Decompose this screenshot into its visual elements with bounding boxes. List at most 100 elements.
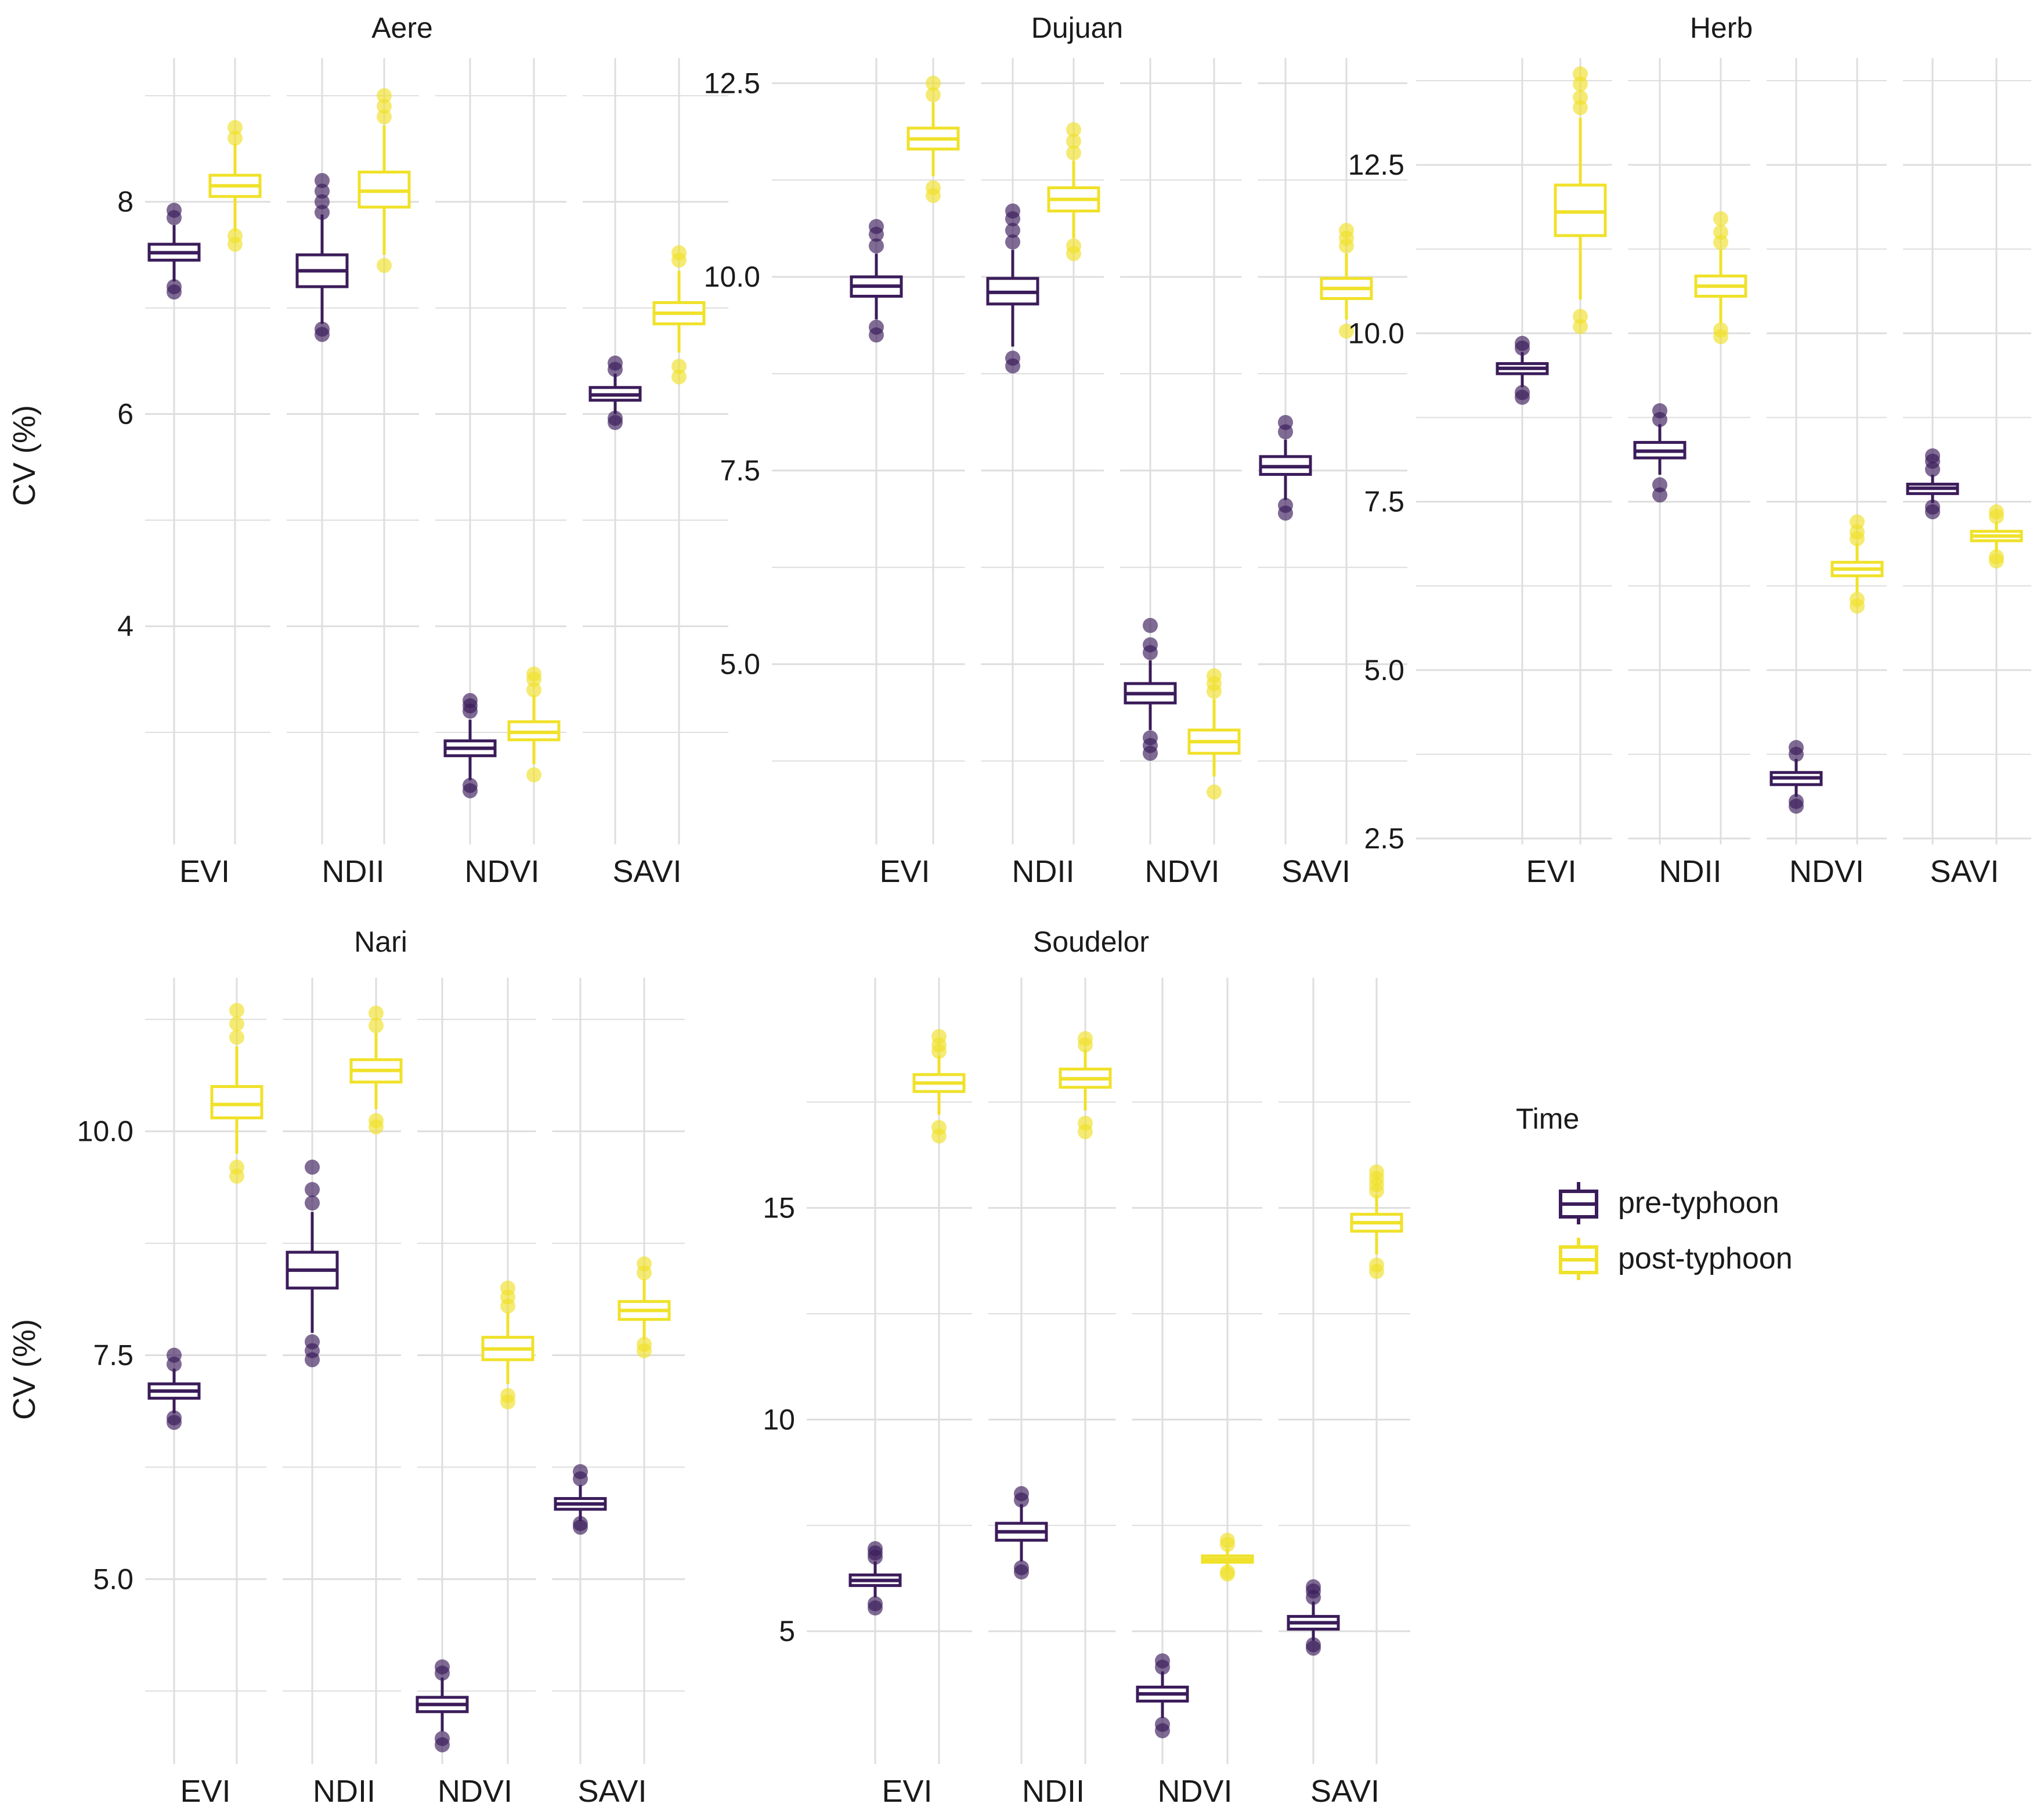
pre-box-ndvi xyxy=(1769,740,1823,814)
outlier-point xyxy=(1713,225,1728,240)
outlier-point xyxy=(526,767,541,783)
post-box-ndvi xyxy=(1830,514,1884,614)
post-box-evi xyxy=(912,1029,966,1144)
outlier-point xyxy=(1573,90,1588,106)
outlier-point xyxy=(1066,122,1081,138)
outlier-point xyxy=(1005,234,1020,250)
outlier-point xyxy=(305,1195,320,1211)
outlier-point xyxy=(315,194,330,209)
outlier-point xyxy=(1515,335,1530,351)
outlier-point xyxy=(1652,403,1667,418)
outlier-point xyxy=(227,120,243,135)
y-tick-label: 5.0 xyxy=(93,1563,133,1595)
pre-box-ndii xyxy=(286,1159,339,1368)
y-tick-label: 12.5 xyxy=(704,67,760,99)
pre-box-ndii xyxy=(995,1486,1048,1580)
x-tick-label: SAVI xyxy=(1281,854,1350,889)
outlier-point xyxy=(1925,448,1940,464)
outlier-point xyxy=(1925,499,1940,515)
outlier-point xyxy=(671,359,687,374)
outlier-point xyxy=(305,1334,320,1350)
outlier-point xyxy=(671,369,687,385)
x-tick-label: EVI xyxy=(879,854,930,889)
outlier-point xyxy=(463,693,478,709)
outlier-point xyxy=(1652,477,1667,493)
facet-title: Herb xyxy=(1690,12,1753,44)
outlier-point xyxy=(1143,637,1158,653)
x-tick-label: NDII xyxy=(1012,854,1075,889)
outlier-point xyxy=(500,1280,515,1296)
outlier-point xyxy=(369,1005,384,1021)
outlier-point xyxy=(315,321,330,337)
outlier-point xyxy=(229,1029,244,1045)
outlier-point xyxy=(573,1464,588,1480)
outlier-point xyxy=(1066,238,1081,254)
outlier-point xyxy=(1278,497,1293,513)
outlier-point xyxy=(315,183,330,199)
y-tick-label: 7.5 xyxy=(93,1339,133,1371)
outlier-point xyxy=(1339,323,1354,339)
outlier-point xyxy=(1155,1716,1170,1732)
x-tick-label: NDVI xyxy=(1144,854,1219,889)
post-box-savi xyxy=(1320,223,1373,339)
pre-box-savi xyxy=(1259,415,1312,521)
x-tick-label: SAVI xyxy=(1930,854,1999,889)
outlier-point xyxy=(315,173,330,189)
outlier-point xyxy=(637,1336,652,1352)
outlier-point xyxy=(671,245,687,261)
outlier-point xyxy=(1207,668,1222,684)
box-iqr xyxy=(210,1085,263,1120)
outlier-point xyxy=(305,1181,320,1197)
outlier-point xyxy=(869,238,884,254)
legend: Time pre-typhoon post-typhoon xyxy=(1516,1103,1793,1280)
x-tick-label: EVI xyxy=(180,1774,230,1809)
x-tick-label: EVI xyxy=(882,1774,932,1809)
post-box-evi xyxy=(1554,66,1607,334)
y-tick-label: 8 xyxy=(117,186,133,218)
legend-key-pre xyxy=(1559,1182,1598,1224)
pre-box-evi xyxy=(850,219,903,343)
facet-title: Aere xyxy=(371,12,433,44)
post-box-evi xyxy=(208,120,262,252)
x-tick-label: NDVI xyxy=(464,854,539,889)
outlier-point xyxy=(377,99,392,114)
pre-box-savi xyxy=(554,1464,607,1535)
x-tick-label: NDII xyxy=(1659,854,1722,889)
post-box-evi xyxy=(210,1003,263,1184)
outlier-point xyxy=(1713,211,1728,226)
outlier-point xyxy=(1339,223,1354,238)
chart-panels: Aere 4 6 8 EVI NDII NDVI SAVI CV (%) Dujuan 5.0 7.5… xyxy=(7,12,2031,1809)
outlier-point xyxy=(1573,309,1588,324)
outlier-point xyxy=(229,1016,244,1032)
outlier-point xyxy=(1278,415,1293,431)
outlier-point xyxy=(1850,591,1865,607)
legend-label-pre: pre-typhoon xyxy=(1618,1186,1779,1220)
outlier-point xyxy=(1989,504,2004,519)
x-tick-label: NDVI xyxy=(1789,854,1864,889)
pre-box-evi xyxy=(848,1541,902,1616)
pre-box-ndvi xyxy=(416,1659,469,1752)
outlier-point xyxy=(1155,1653,1170,1669)
y-tick-label: 7.5 xyxy=(1364,486,1404,518)
outlier-point xyxy=(1143,730,1158,746)
outlier-point xyxy=(167,279,182,295)
legend-key-post xyxy=(1559,1238,1598,1280)
x-tick-label: EVI xyxy=(179,854,230,889)
pre-box-evi xyxy=(1496,335,1549,405)
y-tick-label: 5 xyxy=(779,1615,795,1647)
outlier-point xyxy=(526,666,541,682)
facet-panel-herb: Herb 2.5 5.0 7.5 10.0 12.5 EVI NDII NDVI SAVI xyxy=(1348,12,2031,889)
outlier-point xyxy=(1789,740,1804,756)
post-box-savi xyxy=(1970,504,2023,569)
outlier-point xyxy=(167,1410,182,1426)
outlier-point xyxy=(931,1120,947,1136)
y-tick-label: 6 xyxy=(117,397,133,430)
pre-box-evi xyxy=(147,203,201,300)
outlier-point xyxy=(369,1018,384,1033)
outlier-point xyxy=(227,131,243,146)
outlier-point xyxy=(227,228,243,244)
x-tick-label: NDII xyxy=(322,854,385,889)
outlier-point xyxy=(1005,223,1020,238)
post-box-ndvi xyxy=(507,666,561,783)
outlier-point xyxy=(926,180,941,196)
